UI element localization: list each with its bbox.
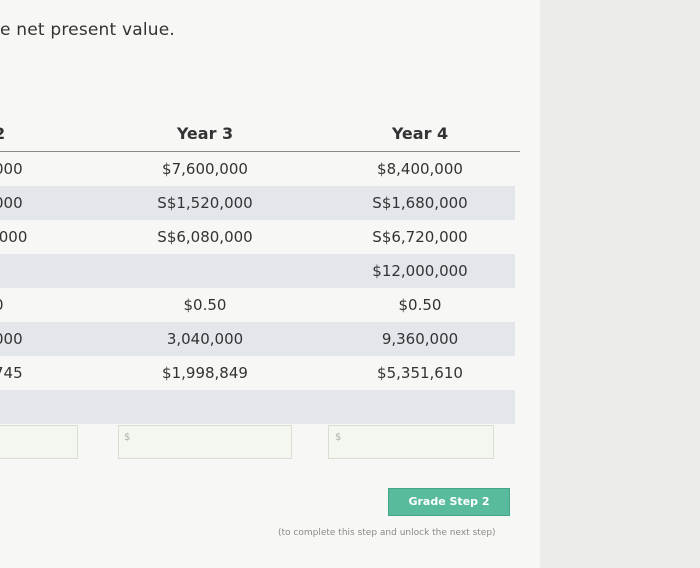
cell-year-2: 000 [0, 194, 23, 212]
header-divider [0, 151, 520, 152]
cell-year-2: 000 [0, 330, 23, 348]
cell-year-2: 745 [0, 364, 23, 382]
cell-year-3 [130, 390, 280, 424]
dollar-sign-label: $ [335, 432, 342, 443]
header-year-2: 2 [0, 124, 24, 143]
table-row: 000 S$1,520,000 S$1,680,000 [0, 186, 515, 220]
table-row [0, 390, 515, 424]
npv-input-year-2[interactable] [0, 425, 78, 459]
table-row: $12,000,000 [0, 254, 515, 288]
table-row: 000 3,040,000 9,360,000 [0, 322, 515, 356]
cell-year-4: $8,400,000 [377, 160, 463, 178]
cell-year-3: S$6,080,000 [157, 228, 253, 246]
table-row: 000 $7,600,000 $8,400,000 [0, 152, 515, 186]
cell-year-2 [0, 254, 34, 288]
npv-input-year-3[interactable]: $ [118, 425, 292, 459]
cell-year-3: $1,998,849 [162, 364, 248, 382]
cell-year-4: S$6,720,000 [372, 228, 468, 246]
cell-year-4: $0.50 [398, 296, 442, 314]
cell-year-4: $5,351,610 [377, 364, 463, 382]
cell-year-3: S$1,520,000 [157, 194, 253, 212]
cell-year-4: 9,360,000 [381, 330, 459, 348]
cell-year-4: $12,000,000 [372, 262, 468, 280]
cell-year-2: 000 [0, 160, 23, 178]
table-row: 0 $0.50 $0.50 [0, 288, 515, 322]
page-background [540, 0, 700, 568]
header-year-4: Year 4 [391, 124, 449, 143]
instruction-text: e net present value. [0, 20, 176, 40]
cell-year-2 [0, 390, 34, 424]
grade-step-note: (to complete this step and unlock the ne… [278, 528, 496, 538]
cell-year-4 [345, 390, 495, 424]
grade-step-button[interactable]: Grade Step 2 [388, 488, 510, 516]
cell-year-2: .000 [0, 228, 28, 246]
content-panel: e net present value. 2 Year 3 Year 4 000… [0, 0, 540, 568]
dollar-sign-label: $ [124, 432, 131, 443]
cell-year-3: 3,040,000 [166, 330, 244, 348]
table-row: .000 S$6,080,000 S$6,720,000 [0, 220, 515, 254]
cell-year-3: $7,600,000 [162, 160, 248, 178]
cell-year-4: S$1,680,000 [372, 194, 468, 212]
cell-year-3: $0.50 [183, 296, 227, 314]
cell-year-3 [130, 254, 280, 288]
header-year-3: Year 3 [176, 124, 234, 143]
cell-year-2: 0 [0, 288, 34, 322]
table-row: 745 $1,998,849 $5,351,610 [0, 356, 515, 390]
npv-input-year-4[interactable]: $ [328, 425, 494, 459]
